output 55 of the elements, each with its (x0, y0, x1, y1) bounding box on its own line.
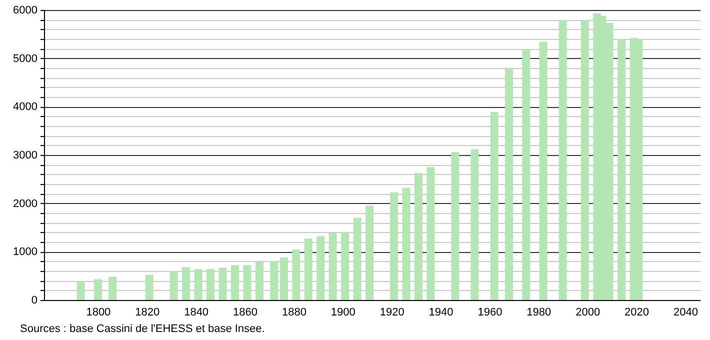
bar (558, 20, 567, 300)
y-tick-label: 6000 (13, 4, 38, 16)
y-tick-label: 2000 (13, 198, 38, 210)
bar (108, 276, 117, 300)
bar (292, 250, 300, 300)
bar (539, 42, 548, 300)
x-tick-label: 1980 (526, 306, 552, 318)
bar (505, 68, 514, 300)
bar (218, 268, 227, 300)
y-tick-label: 4000 (13, 101, 38, 114)
x-tick-label: 1800 (86, 306, 111, 318)
x-tick-label: 1960 (478, 306, 502, 318)
bar (145, 274, 154, 300)
bar (426, 167, 435, 300)
x-tick-label: 1880 (282, 306, 306, 318)
bar (230, 265, 239, 300)
bar (451, 152, 460, 300)
bar (522, 50, 530, 300)
bar (353, 218, 362, 300)
y-tick-label: 0 (31, 294, 38, 306)
bar (76, 281, 85, 300)
bar (280, 257, 288, 300)
bar (206, 269, 214, 300)
bar (618, 39, 626, 300)
bar (402, 188, 410, 300)
y-tick-label: 1000 (13, 246, 38, 258)
x-tick-label: 1860 (233, 306, 258, 318)
bar (304, 238, 312, 300)
x-tick-label: 1900 (330, 306, 356, 318)
y-tick-label: 5000 (13, 52, 38, 65)
x-tick-label: 1940 (428, 306, 454, 318)
x-tick-label: 1840 (184, 306, 209, 318)
bar (328, 232, 337, 300)
bar (490, 112, 498, 300)
bar (414, 172, 422, 300)
y-tick-label: 3000 (13, 150, 38, 162)
bar (270, 260, 278, 300)
bar (470, 149, 479, 300)
x-tick-label: 1820 (135, 306, 160, 318)
bar (366, 206, 374, 300)
bar (580, 20, 589, 300)
bar (390, 192, 398, 300)
bar (255, 262, 264, 300)
bar (243, 265, 252, 300)
x-tick-label: 1920 (380, 306, 404, 318)
bar (170, 271, 178, 300)
bar (182, 267, 190, 300)
bar (194, 269, 202, 300)
x-tick-label: 2020 (624, 306, 650, 318)
x-tick-label: 2000 (576, 306, 600, 318)
bar (316, 236, 325, 300)
source-note: Sources : base Cassini de l'EHESS et base Insee. (20, 323, 265, 335)
bar (94, 279, 102, 300)
x-tick-label: 2040 (673, 306, 698, 318)
bar (341, 232, 350, 300)
